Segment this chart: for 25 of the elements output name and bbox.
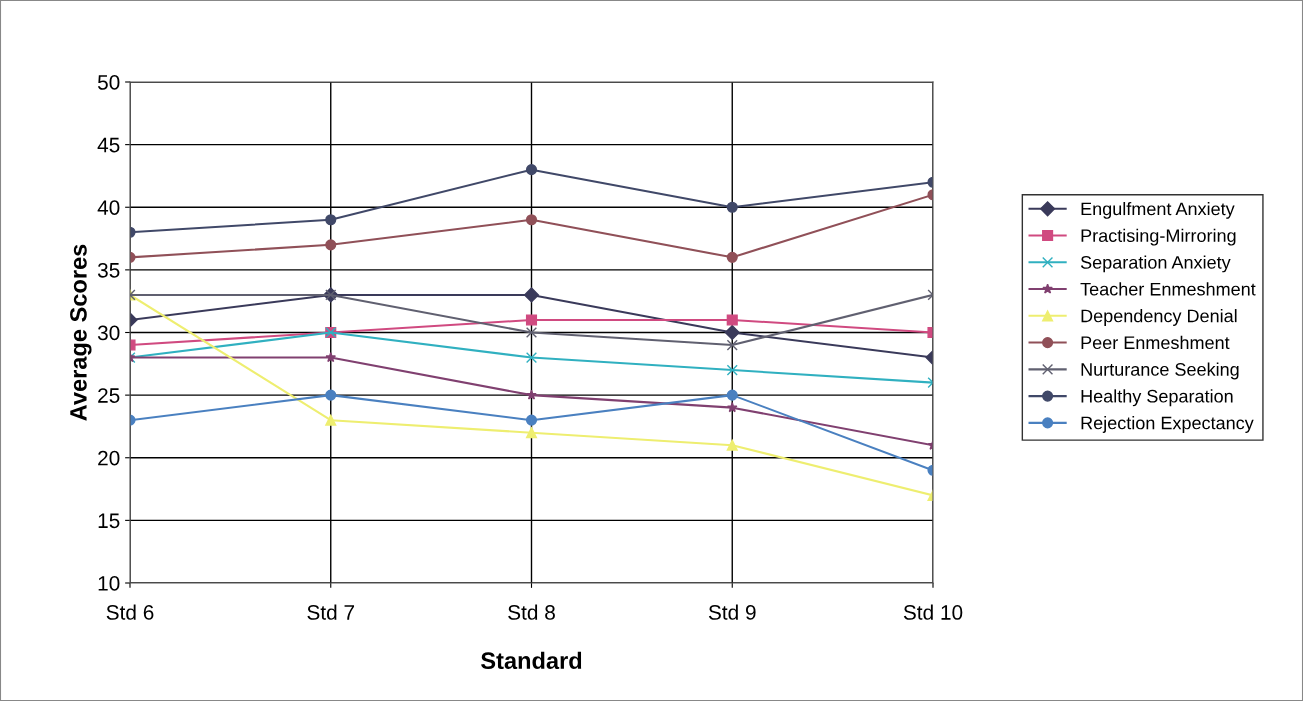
y-tick-label: 45 bbox=[97, 137, 120, 153]
legend-label: Dependency Denial bbox=[1081, 309, 1237, 326]
x-tick-label: Std 9 bbox=[708, 604, 756, 620]
y-tick-label: 50 bbox=[97, 75, 120, 90]
y-tick-label: 25 bbox=[98, 388, 120, 403]
x-axis-title: Standard bbox=[481, 651, 582, 670]
y-tick-label: 35 bbox=[97, 262, 120, 278]
x-tick-label: Std 8 bbox=[508, 604, 555, 620]
y-axis-title: Average Scores bbox=[70, 244, 92, 421]
legend-label: Separation Anxiety bbox=[1080, 255, 1231, 273]
legend-label: Practising-Mirroring bbox=[1081, 228, 1236, 246]
y-tick-label: 40 bbox=[97, 200, 120, 215]
legend-label: Engulfment Anxiety bbox=[1081, 202, 1235, 219]
legend-label: Teacher Enmeshment bbox=[1080, 282, 1256, 296]
y-tick-label: 10 bbox=[98, 576, 120, 591]
x-tick-label: Std 7 bbox=[307, 604, 355, 620]
legend-label: Peer Enmeshment bbox=[1081, 335, 1230, 350]
x-tick-label: Std 10 bbox=[903, 604, 963, 620]
legend-label: Healthy Separation bbox=[1081, 389, 1233, 407]
legend-label: Nurturance Seeking bbox=[1081, 362, 1239, 380]
y-tick-label: 20 bbox=[98, 450, 120, 466]
legend-label: Rejection Expectancy bbox=[1081, 416, 1254, 433]
x-tick-label: Std 6 bbox=[106, 604, 154, 620]
y-tick-label: 15 bbox=[98, 513, 120, 529]
y-tick-label: 30 bbox=[97, 325, 120, 341]
